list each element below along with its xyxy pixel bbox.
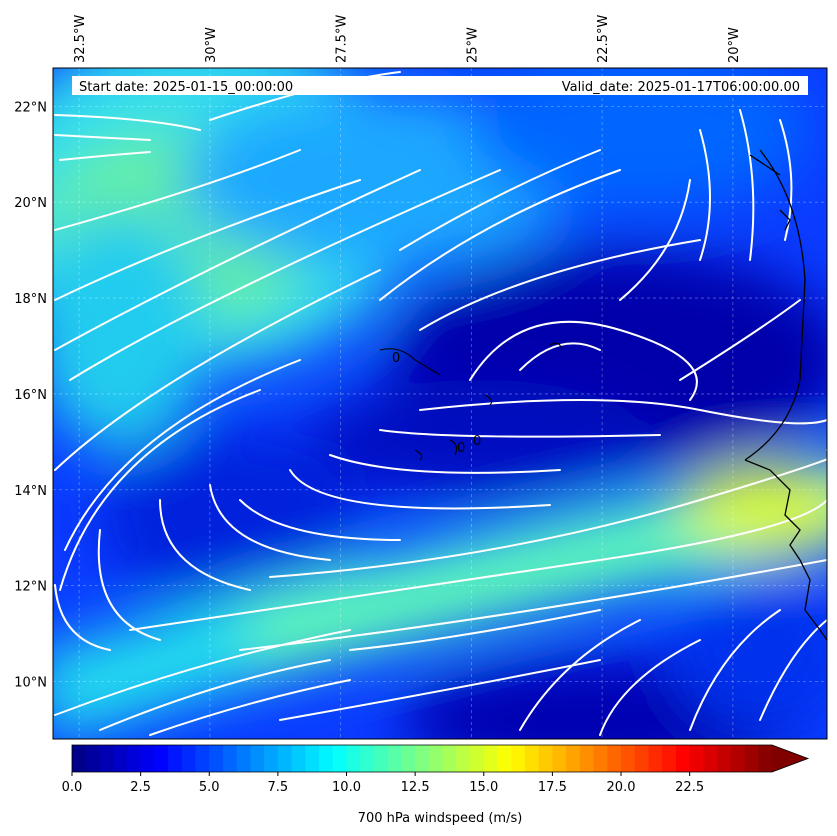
colorbar-tick-label: 15.0 — [469, 780, 498, 795]
colorbar-tick-label: 10.0 — [332, 780, 361, 795]
colorbar-tick-label: 5.0 — [199, 780, 220, 795]
colorbar-segment — [181, 745, 197, 772]
latitude-tick-label: 20°N — [14, 196, 47, 211]
colorbar-segment — [332, 745, 348, 772]
colorbar-segment — [730, 745, 746, 772]
colorbar-tick-label: 20.0 — [607, 780, 636, 795]
wind-speed-field — [53, 68, 827, 739]
colorbar-segment — [387, 745, 403, 772]
colorbar-segment — [579, 745, 595, 772]
info-bar-background — [72, 76, 808, 95]
latitude-tick-label: 10°N — [14, 675, 47, 690]
longitude-tick-label: 22.5°W — [596, 15, 611, 63]
zero-contours — [379, 342, 563, 461]
colorbar-segment — [607, 745, 622, 772]
colorbar-segment — [689, 745, 704, 772]
colorbar-segment — [703, 745, 718, 772]
colorbar-segment — [291, 745, 306, 772]
start-date-label: Start date: 2025-01-15_00:00:00 — [79, 80, 293, 95]
colorbar-extend-arrow — [772, 745, 808, 772]
latitude-tick-label: 22°N — [14, 100, 47, 115]
colorbar-segment — [140, 745, 155, 772]
colorbar-segment — [222, 745, 238, 772]
latitude-tick-labels: 22°N 20°N 18°N 16°N 14°N 12°N 10°N — [14, 100, 47, 690]
colorbar-segment — [126, 745, 142, 772]
contour-label: 0 — [473, 434, 481, 449]
colorbar-segment — [648, 745, 663, 772]
colorbar-tick-label: 7.5 — [268, 780, 289, 795]
colorbar-segment — [758, 745, 773, 772]
colorbar-segment — [621, 745, 636, 772]
coastline — [744, 149, 827, 641]
colorbar-segment — [401, 745, 416, 772]
map-gridlines — [53, 68, 827, 739]
longitude-tick-label: 32.5°W — [73, 15, 88, 63]
colorbar-segment — [264, 745, 279, 772]
colorbar-segment — [154, 745, 169, 772]
colorbar-segment — [470, 745, 485, 772]
contour-labels: 0 0 0 — [392, 351, 481, 456]
latitude-tick-label: 12°N — [14, 580, 47, 595]
latitude-tick-label: 14°N — [14, 484, 47, 499]
colorbar-segment — [250, 745, 265, 772]
colorbar-tick-label: 17.5 — [538, 780, 567, 795]
colorbar-segment — [195, 745, 210, 772]
colorbar-segment — [442, 745, 457, 772]
colorbar: 0.0 2.5 5.0 7.5 10.0 12.5 15.0 17.5 20.0 22.5 700… — [62, 744, 810, 826]
colorbar-segment — [428, 745, 444, 772]
colorbar-segment — [675, 745, 691, 772]
colorbar-segment — [634, 745, 650, 772]
colorbar-segment — [415, 745, 430, 772]
colorbar-tick-labels: 0.0 2.5 5.0 7.5 10.0 12.5 15.0 17.5 20.0 22.5 — [62, 772, 704, 795]
colorbar-segment — [511, 745, 526, 772]
colorbar-segment — [113, 745, 128, 772]
colorbar-segment — [168, 745, 183, 772]
colorbar-segment — [85, 745, 101, 772]
colorbar-tick-label: 0.0 — [62, 780, 83, 795]
colorbar-segment — [497, 745, 512, 772]
colorbar-segment — [236, 745, 252, 772]
colorbar-tick-label: 2.5 — [130, 780, 151, 795]
longitude-tick-label: 20°W — [727, 27, 742, 63]
longitude-tick-label: 25°W — [465, 27, 480, 63]
colorbar-segment — [305, 745, 320, 772]
colorbar-segment — [483, 745, 499, 772]
colorbar-segment — [346, 745, 361, 772]
longitude-tick-label: 30°W — [204, 27, 219, 63]
colorbar-segment — [209, 745, 224, 772]
colorbar-tick-label: 22.5 — [675, 780, 704, 795]
colorbar-segment — [72, 745, 87, 772]
longitude-tick-labels: 32.5°W30°W27.5°W25°W22.5°W20°W17.5°W — [73, 15, 742, 63]
longitude-tick-label: 27.5°W — [335, 15, 350, 63]
colorbar-segment — [538, 745, 553, 772]
colorbar-tick-label: 12.5 — [401, 780, 430, 795]
map-frame — [52, 67, 828, 740]
colorbar-segment — [524, 745, 540, 772]
contour-label: 0 — [457, 441, 465, 456]
colorbar-segment — [319, 745, 334, 772]
colorbar-segment — [360, 745, 375, 772]
valid-date-label: Valid_date: 2025-01-17T06:00:00.00 — [562, 80, 800, 95]
contour-label: 0 — [392, 351, 400, 366]
streamlines — [54, 71, 827, 736]
latitude-tick-label: 16°N — [14, 388, 47, 403]
colorbar-segment — [566, 745, 581, 772]
colorbar-segment — [662, 745, 677, 772]
colorbar-segment — [373, 745, 389, 772]
colorbar-segment — [744, 745, 759, 772]
colorbar-segment — [552, 745, 567, 772]
colorbar-outline — [71, 744, 810, 773]
colorbar-segment — [277, 745, 293, 772]
latitude-tick-label: 18°N — [14, 292, 47, 307]
map-panel: 0 0 0 — [53, 68, 827, 739]
date-info-bar: Start date: 2025-01-15_00:00:00 Valid_da… — [72, 76, 808, 95]
colorbar-segment — [593, 745, 608, 772]
colorbar-label: 700 hPa windspeed (m/s) — [358, 811, 523, 826]
colorbar-segment — [99, 745, 114, 772]
colorbar-segment — [717, 745, 732, 772]
colorbar-segments — [72, 745, 808, 772]
colorbar-segment — [456, 745, 471, 772]
